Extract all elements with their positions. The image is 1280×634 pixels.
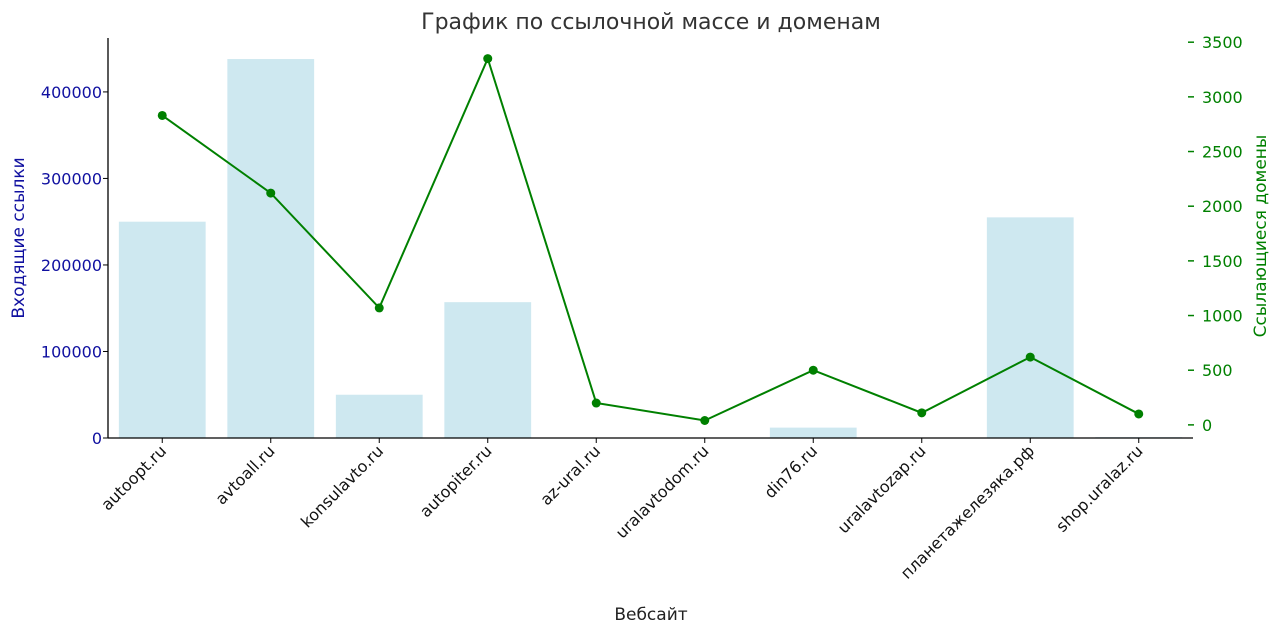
x-tick-label: uralavtozap.ru (834, 441, 930, 537)
right-y-axis: 0 500 1000 1500 2000 2500 3000 3500 (1188, 33, 1243, 435)
line-point-6 (700, 416, 710, 426)
bar-3 (335, 394, 423, 438)
left-tick-label: 400000 (41, 83, 102, 102)
left-tick-label: 200000 (41, 256, 102, 275)
bar-9 (986, 217, 1074, 438)
line-series (157, 54, 1144, 426)
line-point-8 (917, 408, 927, 418)
x-axis: autoopt.ru avtoall.ru konsulavto.ru autopit… (97, 437, 1193, 583)
right-tick-label: 3500 (1202, 33, 1243, 52)
right-tick-label: 500 (1202, 361, 1233, 380)
line-point-9 (1025, 352, 1035, 362)
left-tick-label: 300000 (41, 169, 102, 188)
line-point-4 (483, 54, 493, 64)
right-tick-label: 3000 (1202, 88, 1243, 107)
right-tick-label: 1000 (1202, 307, 1243, 326)
bar-7 (769, 427, 857, 438)
line-point-1 (157, 110, 167, 120)
left-tick-label: 100000 (41, 342, 102, 361)
line-point-10 (1134, 409, 1144, 419)
bar-series (118, 59, 1183, 438)
x-tick-label: autoopt.ru (97, 441, 170, 514)
line-point-7 (808, 365, 818, 375)
bar-2 (227, 59, 315, 438)
series-line (161, 55, 1140, 422)
line-point-5 (591, 398, 601, 408)
left-y-axis: 0 100000 200000 300000 400000 (41, 38, 109, 448)
right-tick-label: 0 (1202, 416, 1212, 435)
x-tick-label: autopiter.ru (416, 441, 496, 521)
line-point-3 (374, 303, 384, 313)
bar-4 (444, 302, 532, 438)
x-axis-label: Вебсайт (614, 605, 687, 625)
x-tick-label: konsulavto.ru (297, 441, 387, 531)
line-point-2 (266, 188, 276, 198)
left-tick-label: 0 (92, 429, 102, 448)
bar-1 (118, 221, 206, 438)
right-tick-label: 2000 (1202, 197, 1243, 216)
x-tick-label: din76.ru (760, 441, 821, 502)
x-tick-label: uralavtodom.ru (612, 441, 713, 542)
right-tick-label: 1500 (1202, 252, 1243, 271)
x-tick-label: avtoall.ru (212, 441, 279, 508)
right-tick-label: 2500 (1202, 143, 1243, 162)
chart-title: График по ссылочной массе и доменам (421, 10, 881, 35)
left-y-axis-label: Входящие ссылки (9, 157, 29, 318)
right-y-axis-label: Ссылающиеся домены (1251, 135, 1271, 338)
x-tick-label: az-ural.ru (536, 441, 604, 509)
x-tick-label: shop.uralaz.ru (1052, 441, 1146, 535)
